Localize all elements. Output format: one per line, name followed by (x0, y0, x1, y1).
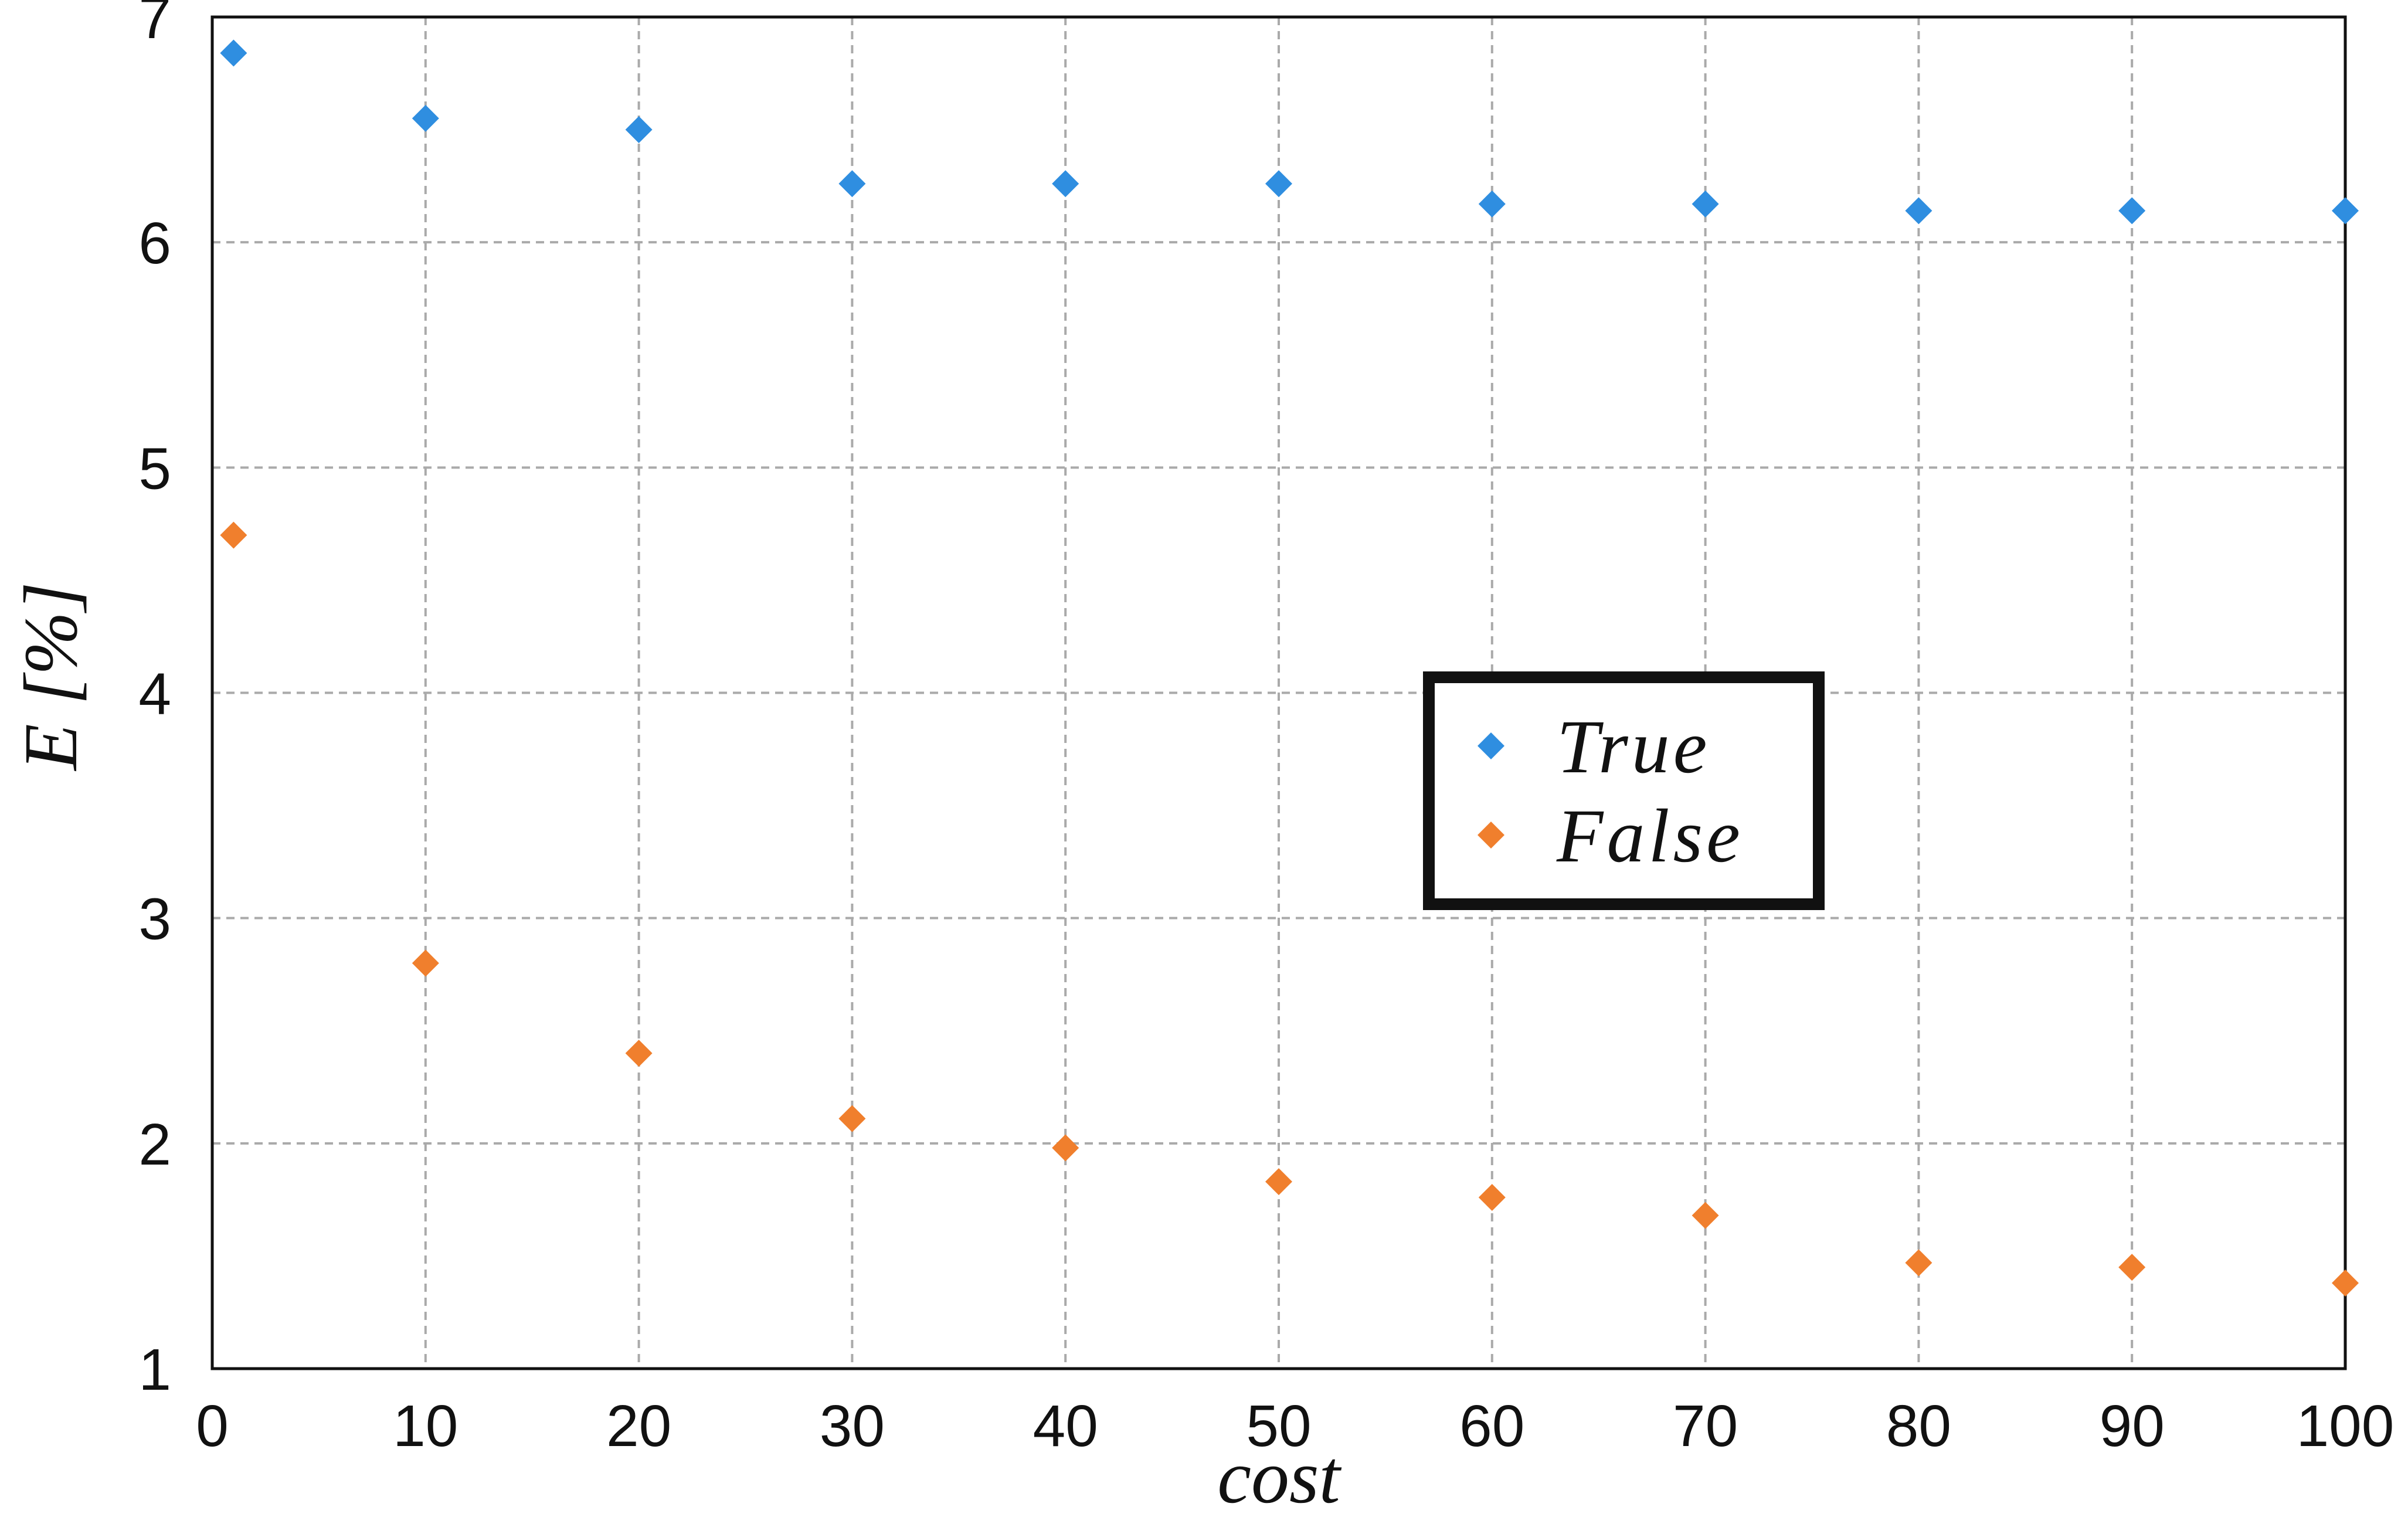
data-point-false (1905, 1249, 1932, 1277)
y-tick-label: 5 (138, 436, 171, 501)
y-tick-label: 7 (138, 0, 171, 51)
data-point-true (1692, 190, 1719, 218)
data-point-false (838, 1105, 866, 1132)
data-point-false (220, 521, 247, 549)
data-point-false (1478, 1184, 1506, 1211)
data-point-true (1478, 190, 1506, 218)
data-point-false (1692, 1202, 1719, 1229)
x-tick-label: 50 (1246, 1393, 1311, 1459)
data-point-true (220, 39, 247, 67)
data-point-true (2118, 197, 2146, 225)
data-point-true (1052, 170, 1079, 198)
legend: True False (1423, 671, 1825, 910)
y-tick-label: 3 (138, 887, 171, 952)
data-point-false (2118, 1254, 2146, 1281)
x-tick-label: 20 (606, 1393, 671, 1459)
data-point-false (412, 949, 439, 977)
grid-lines (212, 17, 2345, 1369)
y-axis-ticks: 1 2 3 4 5 6 7 (138, 0, 171, 1403)
data-point-true (625, 116, 653, 144)
plot-frame (210, 15, 2347, 1370)
x-axis-ticks: 0 10 20 30 40 50 60 70 80 90 100 (196, 1393, 2394, 1459)
x-tick-label: 100 (2297, 1393, 2395, 1459)
data-point-true (1905, 197, 1932, 225)
data-point-false (1052, 1134, 1079, 1162)
x-tick-label: 60 (1459, 1393, 1524, 1459)
x-tick-label: 80 (1886, 1393, 1951, 1459)
x-tick-label: 40 (1033, 1393, 1098, 1459)
legend-marker-true (1478, 732, 1504, 759)
y-tick-label: 6 (138, 211, 171, 276)
data-point-true (838, 170, 866, 198)
data-point-true (2332, 197, 2359, 225)
data-point-false (2332, 1270, 2359, 1297)
data-point-false (625, 1040, 653, 1067)
x-tick-label: 70 (1673, 1393, 1738, 1459)
y-tick-label: 4 (138, 661, 171, 727)
x-tick-label: 90 (2100, 1393, 2165, 1459)
x-axis-label: cost (1217, 1435, 1341, 1514)
data-point-true (1265, 170, 1292, 198)
data-point-false (1265, 1168, 1292, 1196)
legend-marker-false (1478, 822, 1504, 849)
data-points (220, 39, 2359, 1297)
y-axis-label: E [%] (9, 582, 93, 771)
legend-label-false: False (1556, 794, 1744, 878)
x-tick-label: 0 (196, 1393, 229, 1459)
y-tick-label: 2 (138, 1112, 171, 1177)
legend-label-true: True (1557, 705, 1710, 789)
legend-box (1423, 671, 1825, 910)
data-point-true (412, 104, 439, 132)
x-tick-label: 30 (820, 1393, 885, 1459)
y-tick-label: 1 (138, 1337, 171, 1403)
x-tick-label: 10 (393, 1393, 458, 1459)
